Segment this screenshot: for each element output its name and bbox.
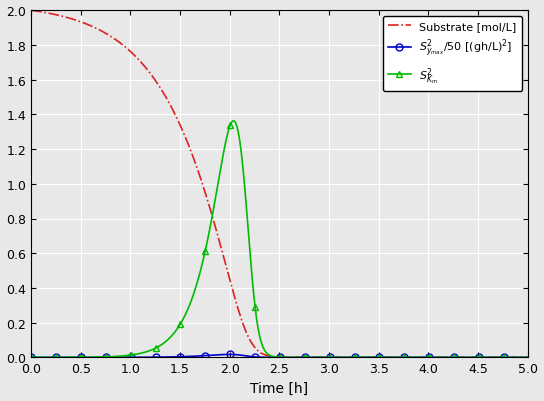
Substrate [mol/L] xyxy=(435,355,441,360)
Substrate [mol/L] xyxy=(524,355,531,360)
$S^2_{K_m}$ xyxy=(265,352,271,357)
$S^2_{y_{max}}$/50 [(gh/L)$^2$] xyxy=(298,355,304,360)
$S^2_{K_m}$ xyxy=(324,355,331,360)
X-axis label: Time [h]: Time [h] xyxy=(250,381,308,395)
$S^2_{K_m}$ xyxy=(230,119,237,124)
$S^2_{y_{max}}$/50 [(gh/L)$^2$] xyxy=(226,352,232,357)
Substrate [mol/L] xyxy=(448,355,454,360)
$S^2_{K_m}$ xyxy=(28,355,34,360)
$S^2_{y_{max}}$/50 [(gh/L)$^2$] xyxy=(524,355,531,360)
Substrate [mol/L] xyxy=(267,354,273,358)
Line: $S^2_{K_m}$: $S^2_{K_m}$ xyxy=(28,118,531,361)
$S^2_{y_{max}}$/50 [(gh/L)$^2$] xyxy=(265,355,271,360)
Substrate [mol/L] xyxy=(296,355,303,360)
$S^2_{K_m}$ xyxy=(268,354,274,358)
$S^2_{K_m}$ xyxy=(436,355,442,360)
$S^2_{K_m}$ xyxy=(514,355,520,360)
Substrate [mol/L] xyxy=(324,355,330,360)
$S^2_{y_{max}}$/50 [(gh/L)$^2$] xyxy=(514,355,520,360)
Substrate [mol/L] xyxy=(264,353,270,358)
Line: Substrate [mol/L]: Substrate [mol/L] xyxy=(31,11,528,357)
$S^2_{y_{max}}$/50 [(gh/L)$^2$] xyxy=(268,355,274,360)
Legend: Substrate [mol/L], $S^2_{y_{max}}$/50 [(gh/L)$^2$], $S^2_{K_m}$: Substrate [mol/L], $S^2_{y_{max}}$/50 [(… xyxy=(383,17,522,92)
$S^2_{y_{max}}$/50 [(gh/L)$^2$] xyxy=(324,355,331,360)
Substrate [mol/L] xyxy=(28,9,34,14)
$S^2_{y_{max}}$/50 [(gh/L)$^2$] xyxy=(28,355,34,360)
$S^2_{y_{max}}$/50 [(gh/L)$^2$] xyxy=(436,355,442,360)
Line: $S^2_{y_{max}}$/50 [(gh/L)$^2$]: $S^2_{y_{max}}$/50 [(gh/L)$^2$] xyxy=(28,351,531,361)
$S^2_{K_m}$ xyxy=(524,355,531,360)
$S^2_{K_m}$ xyxy=(298,355,304,360)
Substrate [mol/L] xyxy=(514,355,520,360)
